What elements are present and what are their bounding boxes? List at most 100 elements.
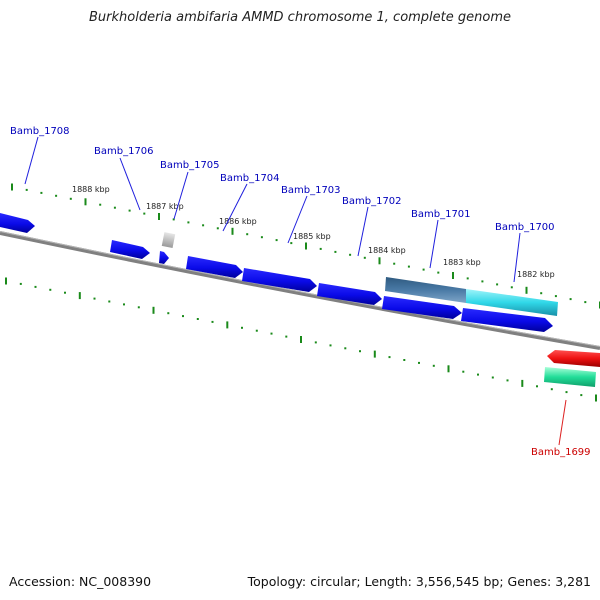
gene-bamb-1701-product[interactable]	[382, 296, 462, 319]
gene-bamb-1705[interactable]	[159, 251, 169, 264]
leader-bamb-1703	[287, 195, 308, 244]
gene-bamb-1705-pseudo[interactable]	[161, 232, 176, 249]
gene-bamb-1700-feature[interactable]	[466, 289, 558, 316]
minor-tick	[462, 370, 465, 373]
major-tick	[152, 306, 155, 314]
leader-bamb-1699	[558, 399, 567, 446]
label-bamb-1699[interactable]: Bamb_1699	[531, 447, 591, 458]
minor-tick	[466, 277, 469, 280]
minor-tick	[202, 224, 205, 227]
minor-tick	[182, 315, 184, 318]
leader-bamb-1708	[24, 136, 39, 185]
major-tick	[447, 365, 450, 373]
leader-bamb-1706	[119, 157, 141, 211]
leader-bamb-1702	[357, 206, 369, 257]
gene-bamb-1704[interactable]	[186, 256, 243, 278]
gene-bamb-1701-feature[interactable]	[385, 277, 466, 303]
label-bamb-1701[interactable]: Bamb_1701	[411, 209, 471, 220]
scale-label-1888: 1888 kbp	[72, 185, 110, 194]
major-tick	[78, 292, 81, 300]
minor-tick	[496, 283, 499, 286]
minor-tick	[113, 206, 116, 209]
major-tick	[158, 213, 160, 220]
minor-tick	[34, 285, 37, 288]
minor-tick	[418, 361, 420, 364]
minor-tick	[40, 191, 43, 194]
minor-tick	[319, 247, 322, 250]
minor-tick	[491, 376, 494, 379]
minor-tick	[393, 262, 396, 265]
gene-bamb-1706[interactable]	[110, 240, 150, 259]
label-bamb-1703[interactable]: Bamb_1703	[281, 185, 341, 196]
accession-text: Accession: NC_008390	[9, 574, 152, 589]
label-bamb-1708[interactable]: Bamb_1708	[10, 126, 70, 137]
minor-tick	[196, 318, 199, 320]
minor-tick	[123, 303, 125, 306]
gene-bamb-1702[interactable]	[317, 283, 382, 305]
leader-bamb-1701	[429, 219, 439, 269]
label-bamb-1704[interactable]: Bamb_1704	[220, 173, 280, 184]
minor-tick	[584, 301, 587, 304]
minor-tick	[407, 265, 410, 268]
scale-label-1885: 1885 kbp	[293, 232, 331, 241]
gene-bamb-1699[interactable]	[547, 350, 600, 367]
minor-tick	[143, 212, 146, 215]
minor-tick	[167, 312, 170, 315]
minor-tick	[290, 242, 293, 245]
minor-tick	[25, 188, 28, 191]
minor-tick	[69, 197, 72, 200]
scale-ticks-outer	[11, 183, 600, 309]
leader-bamb-1704	[222, 183, 248, 232]
gene-bamb-1703[interactable]	[242, 268, 317, 292]
label-bamb-1702[interactable]: Bamb_1702	[342, 196, 402, 207]
gene-bamb-1700-product[interactable]	[461, 308, 553, 332]
major-tick	[452, 272, 454, 279]
reverse-strand-genes	[544, 350, 600, 387]
scale-label-1882: 1882 kbp	[517, 270, 555, 279]
major-tick	[373, 350, 376, 358]
minor-tick	[314, 341, 317, 344]
minor-tick	[246, 233, 249, 236]
minor-tick	[329, 344, 332, 347]
minor-tick	[536, 385, 538, 388]
minor-tick	[569, 298, 572, 301]
minor-tick	[137, 306, 140, 309]
minor-tick	[128, 209, 131, 212]
gene-bamb-1699-feature[interactable]	[544, 367, 596, 387]
scale-labels: 1888 kbp 1887 kbp 1886 kbp 1885 kbp 1884…	[72, 185, 555, 279]
minor-tick	[99, 203, 102, 206]
major-tick	[305, 242, 307, 250]
minor-tick	[334, 250, 337, 253]
minor-tick	[481, 280, 484, 283]
minor-tick	[540, 292, 543, 295]
minor-tick	[285, 335, 288, 338]
minor-tick	[422, 268, 425, 271]
minor-tick	[554, 295, 557, 298]
major-tick	[11, 183, 13, 191]
minor-tick	[477, 373, 479, 376]
minor-tick	[172, 218, 175, 221]
gene-leader-lines	[24, 136, 567, 446]
label-bamb-1706[interactable]: Bamb_1706	[94, 146, 154, 157]
major-tick	[226, 321, 229, 329]
gene-bamb-1708[interactable]	[0, 213, 35, 233]
genome-backbone	[0, 231, 600, 350]
label-bamb-1700[interactable]: Bamb_1700	[495, 222, 555, 233]
label-bamb-1705[interactable]: Bamb_1705	[160, 160, 220, 171]
minor-tick	[260, 236, 263, 239]
minor-tick	[270, 332, 273, 335]
minor-tick	[187, 221, 190, 224]
scale-ticks-inner	[5, 277, 597, 402]
map-title: Burkholderia ambifaria AMMD chromosome 1…	[88, 10, 512, 25]
scale-label-1884: 1884 kbp	[368, 246, 406, 255]
minor-tick	[93, 297, 96, 300]
major-tick	[84, 198, 87, 206]
minor-tick	[506, 379, 509, 382]
minor-tick	[432, 364, 435, 367]
scale-label-1886: 1886 kbp	[219, 217, 257, 226]
minor-tick	[363, 256, 366, 259]
major-tick	[231, 227, 234, 235]
minor-tick	[510, 286, 513, 289]
